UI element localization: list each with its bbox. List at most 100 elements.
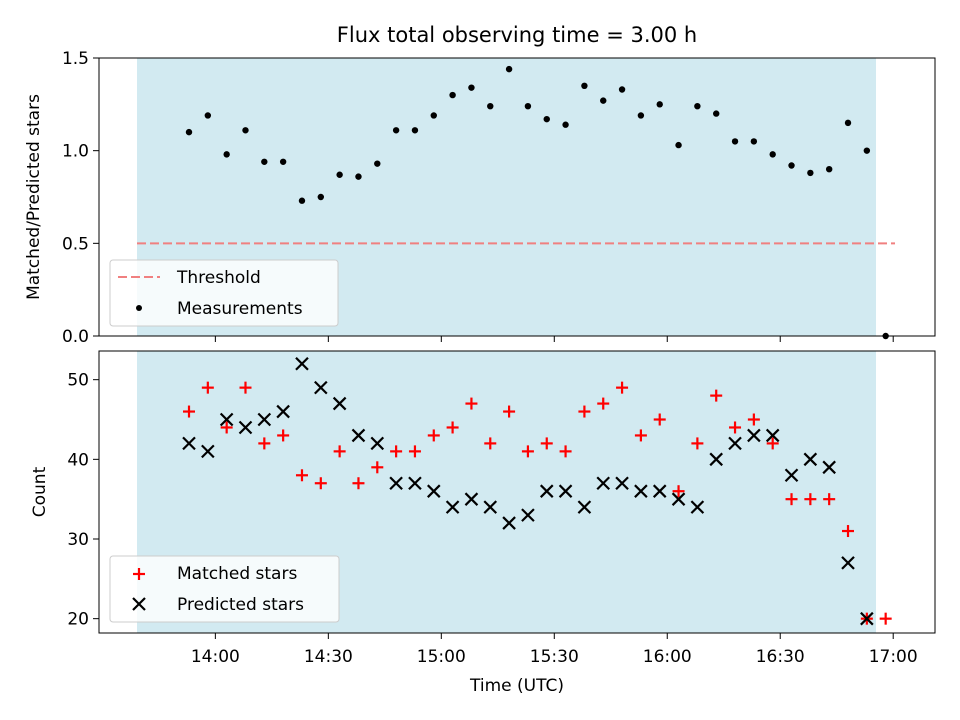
predicted-star-point: [483, 500, 498, 514]
measurement-point: [524, 102, 532, 110]
predicted-star-point: [182, 436, 196, 451]
matched-star-point: [540, 437, 553, 450]
predicted-star-point: [841, 556, 855, 570]
x-axis-label: Time (UTC): [469, 676, 564, 696]
predicted-star-point: [822, 460, 836, 475]
predicted-star-point: [803, 452, 818, 467]
predicted-star-point: [408, 476, 422, 491]
measurement-point: [468, 84, 475, 91]
chart-title: Flux total observing time = 3.00 h: [337, 23, 697, 47]
predicted-star-point: [747, 428, 761, 443]
bottom-y-ticks: 20 30 40 50: [67, 371, 99, 630]
matched-star-point: [201, 381, 214, 394]
matched-star-point: [559, 445, 572, 458]
measurement-point: [505, 65, 513, 73]
predicted-star-point: [445, 500, 460, 514]
top-axes-frame: [98, 57, 936, 337]
predicted-star-point: [219, 412, 234, 427]
x-tick-label: 15:30: [530, 647, 579, 667]
measurement-point: [411, 127, 419, 134]
measurement-point: [449, 91, 456, 99]
measurement-point: [581, 82, 588, 90]
measurement-point: [562, 121, 569, 128]
predicted-star-point: [502, 516, 516, 530]
matched-star-point: [691, 437, 704, 450]
predicted-star-point: [332, 396, 347, 411]
legend-measurements-swatch: [136, 305, 142, 311]
top-legend-box: [109, 259, 339, 327]
matched-star-point: [277, 429, 290, 442]
measurement-point: [675, 141, 682, 149]
predicted-star-point: [295, 356, 309, 371]
x-tick-label: 14:30: [304, 647, 353, 667]
matched-star-point: [729, 421, 742, 434]
predicted-star-point: [671, 492, 686, 506]
bottom-axes-frame: [98, 350, 936, 634]
measurement-point: [844, 119, 852, 127]
matched-star-point: [842, 525, 855, 538]
predicted-star-point: [728, 436, 742, 451]
x-tick-label: 15:00: [417, 647, 466, 667]
predicted-star-point: [539, 484, 554, 498]
legend-measurements-label: Measurements: [177, 299, 303, 319]
predicted-star-point: [784, 468, 799, 483]
predicted-star-point: [634, 484, 648, 498]
measurement-point: [769, 151, 776, 158]
predicted-star-point: [596, 476, 611, 491]
legend-predicted-label: Predicted stars: [177, 595, 304, 615]
legend-matched-label: Matched stars: [177, 564, 297, 584]
matched-star-point: [823, 493, 836, 506]
matched-star-point: [804, 493, 817, 506]
measurement-point: [242, 127, 249, 134]
measurement-point: [223, 151, 230, 158]
legend-threshold-label: Threshold: [176, 268, 261, 288]
matched-star-point: [295, 469, 308, 482]
bottom-points: [182, 356, 892, 626]
bottom-y-tick-label: 50: [67, 371, 89, 391]
x-tick-label: 17:00: [869, 647, 918, 667]
predicted-star-point: [558, 484, 573, 498]
predicted-star-point: [521, 508, 535, 522]
measurement-point: [374, 160, 381, 167]
bottom-y-tick-label: 30: [67, 530, 89, 550]
matched-star-point: [352, 477, 365, 490]
measurement-point: [355, 173, 362, 180]
matched-star-point: [465, 397, 478, 410]
measurement-point: [298, 197, 306, 204]
top-y-tick-label: 0.5: [62, 234, 89, 254]
matched-star-point: [220, 421, 233, 434]
matched-star-point: [785, 493, 798, 506]
measurement-point: [788, 162, 795, 169]
predicted-star-point: [464, 492, 479, 506]
x-tick-label: 16:30: [756, 647, 805, 667]
matched-star-point: [766, 437, 779, 450]
predicted-star-point: [257, 412, 272, 427]
predicted-star-point: [276, 404, 290, 419]
measurement-point: [487, 102, 494, 110]
matched-star-point: [747, 413, 760, 426]
predicted-star-point: [351, 428, 366, 443]
matched-star-point: [521, 445, 534, 458]
top-legend: Threshold Measurements: [109, 259, 339, 327]
matched-star-point: [578, 405, 591, 418]
predicted-star-point: [652, 484, 667, 498]
top-panel: 0.0 0.5 1.0 1.5 Flux total observing time =…: [24, 23, 936, 347]
measurement-point: [392, 127, 400, 134]
predicted-star-point: [577, 500, 592, 514]
matched-star-point: [408, 445, 421, 458]
predicted-star-point: [765, 428, 780, 443]
measurement-point: [863, 147, 871, 154]
measurement-point: [825, 166, 833, 173]
bottom-x-ticks: 14:00 14:30 15:00 15:30 16:00 16:30 17:00: [191, 633, 918, 667]
measurement-point: [618, 86, 626, 93]
measurement-point: [543, 115, 550, 123]
predicted-star-point: [860, 611, 874, 626]
legend-predicted-swatch: [132, 597, 146, 611]
predicted-star-point: [426, 484, 441, 498]
matched-star-point: [314, 477, 327, 490]
bottom-y-tick-label: 20: [67, 610, 89, 630]
top-points: [185, 65, 889, 340]
top-y-tick-label: 1.0: [62, 142, 89, 162]
